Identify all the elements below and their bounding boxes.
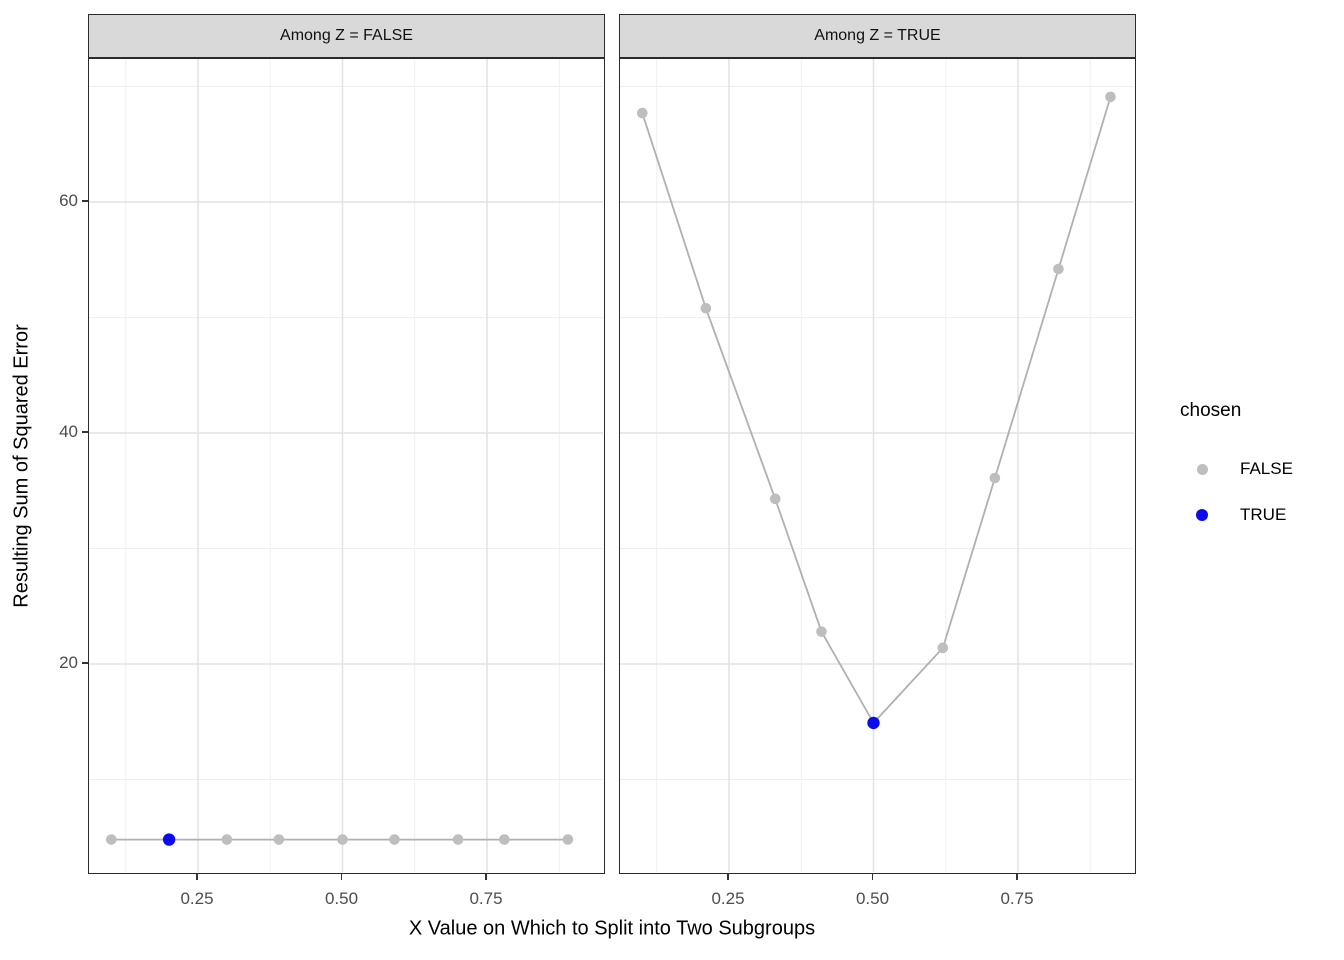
facet-strip-z-false: Among Z = FALSE (88, 14, 605, 58)
legend-dot-icon (1196, 509, 1208, 521)
plot-area-z-true (620, 59, 1134, 872)
y-tick-label: 40 (59, 422, 78, 441)
data-point (106, 834, 117, 845)
y-axis-tick (82, 200, 88, 202)
data-point (452, 834, 464, 845)
y-axis-tick (82, 431, 88, 433)
x-axis-title: X Value on Which to Split into Two Subgr… (408, 917, 816, 940)
legend-key-dot-icon (1188, 455, 1216, 483)
legend-item-true: TRUE (1180, 492, 1340, 538)
chosen-data-point (162, 833, 176, 846)
x-axis-tick (196, 874, 198, 880)
x-tick-label: 0.25 (711, 889, 745, 908)
plot-panel-z-false (88, 58, 605, 874)
x-axis-tick (727, 874, 729, 880)
data-point (769, 493, 781, 505)
data-point (1105, 91, 1116, 103)
legend-dot-icon (1196, 463, 1208, 475)
y-tick-label: 20 (59, 653, 78, 672)
data-point (637, 107, 648, 119)
chosen-data-point (867, 716, 880, 730)
data-point (989, 472, 1001, 484)
facet-strip-z-true: Among Z = TRUE (619, 14, 1136, 58)
x-tick-label: 0.50 (324, 889, 359, 908)
legend-items: FALSE TRUE (1180, 446, 1340, 538)
x-axis-tick (871, 874, 874, 880)
plot-panel-z-true (619, 58, 1136, 874)
data-point (937, 642, 949, 654)
x-tick-label: 0.25 (180, 889, 214, 908)
x-tick-label: 0.75 (469, 889, 503, 908)
x-tick-label: 0.75 (1000, 889, 1034, 908)
legend-item-label: FALSE (1240, 459, 1293, 478)
facet-strip-label: Among Z = TRUE (814, 27, 941, 44)
y-axis-tick (82, 662, 88, 664)
facet-strip-label: Among Z = FALSE (280, 27, 413, 44)
data-point (700, 302, 712, 314)
series-line (641, 96, 1112, 725)
data-point (1053, 263, 1064, 275)
data-point (562, 834, 574, 845)
legend-title: chosen (1180, 400, 1242, 421)
legend-item-label: TRUE (1240, 505, 1287, 524)
x-axis-tick (340, 874, 343, 880)
x-axis-tick (485, 874, 487, 880)
x-tick-label: 0.50 (855, 889, 890, 908)
data-point (221, 834, 233, 845)
y-tick-label: 60 (59, 191, 78, 210)
data-point (816, 626, 827, 637)
legend-item-false: FALSE (1180, 446, 1340, 492)
x-axis-tick (1016, 874, 1018, 880)
legend: chosen FALSE TRUE (1180, 400, 1340, 538)
data-point (499, 834, 510, 845)
legend-key-dot-icon (1188, 501, 1216, 529)
y-axis-title: Resulting Sum of Squared Error (10, 324, 33, 608)
data-point (389, 834, 400, 845)
data-point (337, 834, 348, 845)
plot-area-z-false (89, 59, 603, 872)
data-point (273, 834, 285, 845)
